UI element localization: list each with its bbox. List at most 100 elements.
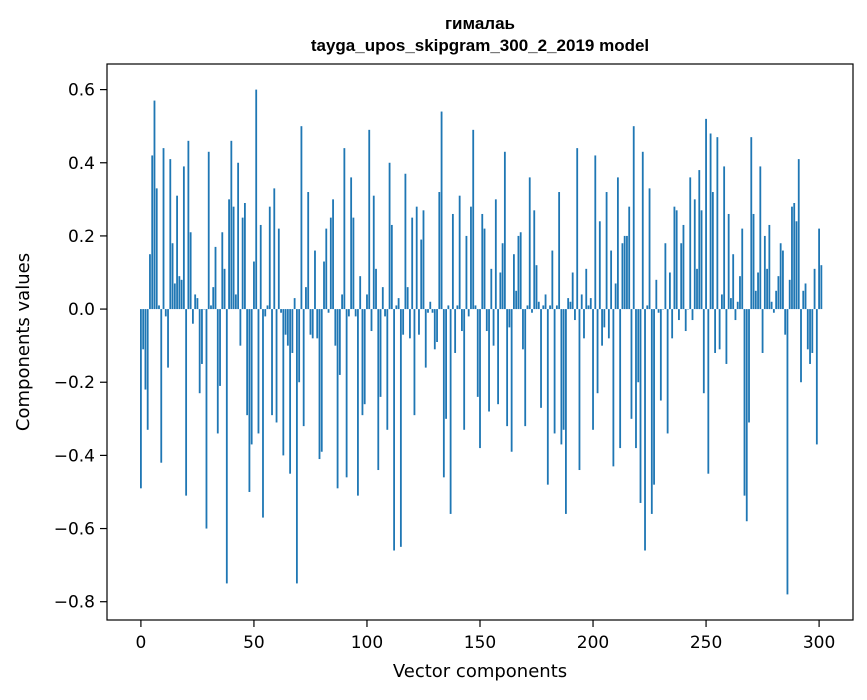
bar — [741, 229, 743, 309]
bar — [574, 309, 576, 320]
bar — [624, 236, 626, 309]
bar — [565, 309, 567, 514]
bar — [149, 254, 151, 309]
bar — [640, 309, 642, 503]
bar — [242, 218, 244, 309]
bar — [140, 309, 142, 488]
bar — [244, 203, 246, 309]
bar — [737, 302, 739, 309]
bar — [683, 225, 685, 309]
bar — [278, 229, 280, 309]
bar — [239, 309, 241, 346]
bar — [617, 177, 619, 309]
y-tick-label: 0.6 — [68, 81, 95, 101]
bar — [301, 126, 303, 309]
bar — [707, 309, 709, 474]
bar — [183, 166, 185, 309]
bar — [420, 240, 422, 310]
bar — [778, 276, 780, 309]
bar — [341, 294, 343, 309]
bar — [671, 309, 673, 338]
bar — [371, 309, 373, 331]
bar — [590, 298, 592, 309]
bar — [723, 166, 725, 309]
bar — [434, 309, 436, 349]
bar — [567, 298, 569, 309]
y-tick-label: 0.4 — [68, 154, 95, 174]
bar — [807, 309, 809, 349]
bar — [423, 210, 425, 309]
bar — [219, 309, 221, 386]
bar — [515, 291, 517, 309]
bar — [676, 210, 678, 309]
bar — [432, 309, 434, 313]
bar — [626, 236, 628, 309]
bar — [375, 269, 377, 309]
bar — [438, 192, 440, 309]
bar — [429, 302, 431, 309]
bar — [538, 302, 540, 309]
bar — [343, 148, 345, 309]
bar — [307, 192, 309, 309]
bar — [622, 243, 624, 309]
bar — [527, 305, 529, 309]
bar — [373, 196, 375, 309]
bar — [475, 305, 477, 309]
bar — [674, 207, 676, 309]
bar — [380, 309, 382, 397]
bar — [746, 309, 748, 521]
bar — [305, 287, 307, 309]
bar — [330, 218, 332, 309]
bar — [199, 309, 201, 393]
bar — [206, 309, 208, 528]
bar — [414, 309, 416, 415]
bar — [628, 207, 630, 309]
bar — [592, 309, 594, 430]
bar — [208, 152, 210, 309]
bar — [610, 251, 612, 310]
bar — [411, 218, 413, 309]
bar — [398, 298, 400, 309]
bar — [479, 309, 481, 448]
bar — [583, 309, 585, 338]
bar — [310, 309, 312, 335]
bar — [377, 309, 379, 470]
bar — [355, 309, 357, 316]
bar — [325, 229, 327, 309]
bar — [312, 309, 314, 338]
bar — [495, 199, 497, 309]
bar — [334, 309, 336, 346]
bar — [316, 309, 318, 338]
bar — [178, 276, 180, 309]
bar — [504, 152, 506, 309]
bar — [739, 276, 741, 309]
bar — [667, 309, 669, 433]
bar — [386, 309, 388, 430]
bar — [176, 196, 178, 309]
bar — [154, 101, 156, 310]
bar — [802, 291, 804, 309]
bar — [531, 309, 533, 313]
bar — [619, 309, 621, 448]
bar — [502, 243, 504, 309]
bar — [418, 309, 420, 335]
bar — [233, 207, 235, 309]
bar — [291, 309, 293, 353]
bar — [601, 309, 603, 346]
bar — [649, 188, 651, 309]
bar — [655, 280, 657, 309]
bar — [142, 309, 144, 349]
bar — [615, 283, 617, 309]
bar — [192, 309, 194, 324]
bar — [701, 210, 703, 309]
bar — [285, 309, 287, 335]
bar — [486, 309, 488, 331]
chart-title-line1: гималаь — [445, 14, 515, 33]
bar — [427, 309, 429, 313]
x-axis-label: Vector components — [393, 661, 567, 682]
bar — [249, 309, 251, 492]
bar — [167, 309, 169, 368]
bar — [262, 309, 264, 517]
bar — [576, 148, 578, 309]
